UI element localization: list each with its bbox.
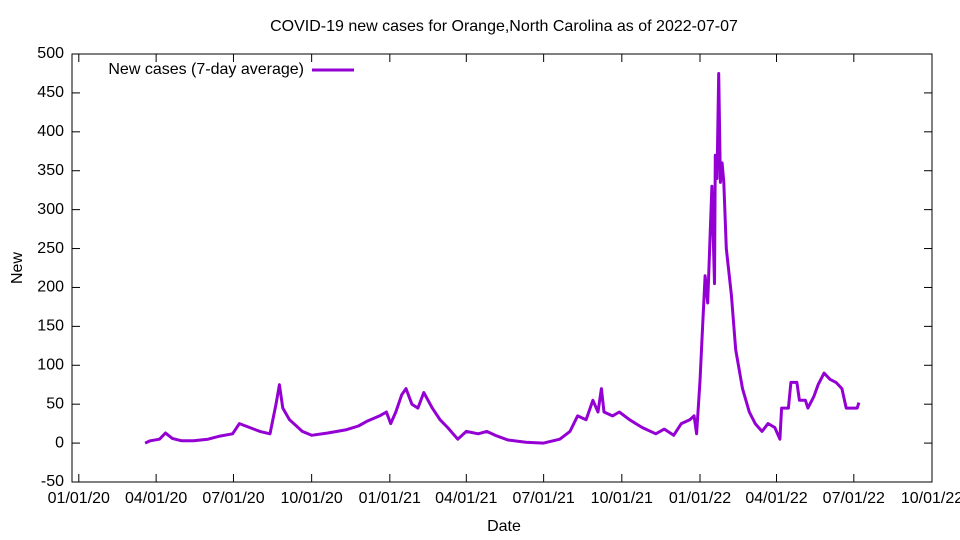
x-tick-label: 04/01/22 bbox=[745, 490, 807, 507]
y-tick-label: -50 bbox=[41, 473, 64, 490]
y-tick-label: 200 bbox=[37, 279, 64, 296]
y-tick-label: 450 bbox=[37, 84, 64, 101]
plot-frame bbox=[71, 53, 933, 483]
x-tick-label: 01/01/20 bbox=[48, 490, 110, 507]
y-tick-label: 0 bbox=[55, 434, 64, 451]
x-tick-label: 10/01/22 bbox=[901, 490, 960, 507]
y-axis-label: New bbox=[9, 252, 26, 284]
x-tick-label: 07/01/22 bbox=[823, 490, 885, 507]
y-tick-label: 300 bbox=[37, 201, 64, 218]
y-tick-label: 100 bbox=[37, 356, 64, 373]
x-tick-label: 04/01/21 bbox=[435, 490, 497, 507]
y-tick-label: 50 bbox=[46, 395, 64, 412]
legend-label: New cases (7-day average) bbox=[108, 61, 304, 78]
x-tick-label: 10/01/21 bbox=[591, 490, 653, 507]
y-tick-label: 500 bbox=[37, 45, 64, 62]
x-tick-label: 01/01/22 bbox=[669, 490, 731, 507]
x-tick-label: 01/01/21 bbox=[359, 490, 421, 507]
x-tick-label: 10/01/20 bbox=[281, 490, 343, 507]
x-tick-label: 07/01/20 bbox=[202, 490, 264, 507]
y-tick-label: 250 bbox=[37, 240, 64, 257]
y-tick-label: 150 bbox=[37, 318, 64, 335]
x-tick-label: 07/01/21 bbox=[512, 490, 574, 507]
x-axis-label: Date bbox=[487, 518, 521, 535]
data-line bbox=[144, 72, 861, 445]
chart-title: COVID-19 new cases for Orange,North Caro… bbox=[270, 18, 738, 35]
y-tick-label: 400 bbox=[37, 123, 64, 140]
x-tick-label: 04/01/20 bbox=[125, 490, 187, 507]
y-tick-label: 350 bbox=[37, 162, 64, 179]
